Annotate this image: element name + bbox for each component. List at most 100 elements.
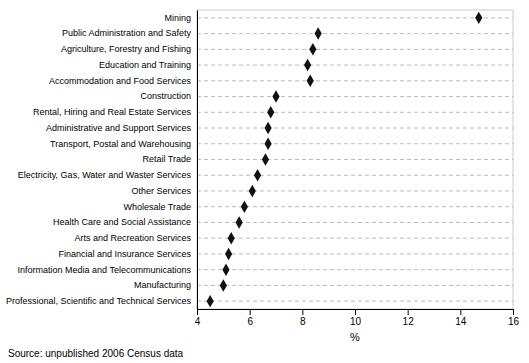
guide-line: [197, 190, 513, 191]
y-tick: Transport, Postal and Warehousing: [50, 139, 197, 149]
guide-line: [197, 80, 513, 81]
guide-line: [197, 96, 513, 97]
y-tick-label: Agriculture, Forestry and Fishing: [61, 44, 191, 54]
y-tick: Accommodation and Food Services: [49, 76, 197, 86]
y-tick-label: Financial and Insurance Services: [58, 249, 191, 259]
guide-line: [197, 17, 513, 18]
y-tick: Arts and Recreation Services: [74, 233, 197, 243]
dot: [307, 75, 314, 87]
y-tick-label: Wholesale Trade: [123, 202, 191, 212]
dot: [207, 295, 214, 307]
y-axis: Mining Public Administration and Safety Ag…: [6, 11, 197, 310]
dot: [220, 279, 227, 291]
guide-line: [197, 238, 513, 239]
y-tick: Professional, Scientific and Technical S…: [6, 296, 197, 306]
y-tick-label: Professional, Scientific and Technical S…: [6, 296, 191, 306]
guide-line: [197, 143, 513, 144]
dot: [228, 232, 235, 244]
dot: [241, 200, 248, 212]
dot: [475, 12, 482, 24]
dot: [309, 43, 316, 55]
x-tick-mark: [302, 309, 303, 315]
dot: [264, 138, 271, 150]
dot: [225, 248, 232, 260]
y-axis-line: [197, 11, 198, 310]
guide-line: [197, 269, 513, 270]
guide-line: [197, 301, 513, 302]
y-tick-label: Education and Training: [99, 60, 191, 70]
y-tick: Information Media and Telecommunications: [18, 265, 197, 275]
x-tick-label: 12: [403, 316, 415, 327]
x-axis-title: %: [350, 331, 360, 343]
y-tick: Public Administration and Safety: [62, 28, 197, 38]
dot: [254, 169, 261, 181]
y-tick: Construction: [140, 91, 197, 101]
x-tick-label: 4: [195, 316, 201, 327]
y-tick: Electricity, Gas, Water and Waster Servi…: [18, 170, 197, 180]
x-tick: 14: [455, 309, 467, 327]
x-axis-line: [198, 310, 514, 316]
guide-line: [197, 112, 513, 113]
dot: [264, 122, 271, 134]
dot: [249, 185, 256, 197]
x-tick: 4: [195, 309, 201, 327]
x-tick: 8: [300, 309, 306, 327]
x-tick: 12: [403, 309, 415, 327]
y-tick: Financial and Insurance Services: [58, 249, 197, 259]
dot: [304, 59, 311, 71]
y-tick-label: Electricity, Gas, Water and Waster Servi…: [18, 170, 192, 180]
y-tick-label: Retail Trade: [142, 154, 191, 164]
guide-line: [197, 253, 513, 254]
x-tick-mark: [408, 309, 409, 315]
dot: [315, 27, 322, 39]
y-tick: Agriculture, Forestry and Fishing: [61, 44, 197, 54]
y-tick-label: Information Media and Telecommunications: [18, 265, 192, 275]
dot: [236, 216, 243, 228]
y-tick-label: Rental, Hiring and Real Estate Services: [33, 107, 192, 117]
guide-line: [197, 285, 513, 286]
dot: [222, 263, 229, 275]
guide-line: [197, 33, 513, 34]
guide-line: [197, 222, 513, 223]
y-tick-label: Health Care and Social Assistance: [53, 217, 191, 227]
y-tick-label: Manufacturing: [134, 280, 191, 290]
y-tick: Manufacturing: [134, 280, 197, 290]
y-tick-label: Transport, Postal and Warehousing: [50, 139, 191, 149]
y-tick-label: Mining: [164, 13, 191, 23]
chart: 4 6 8 10 12 14 16 Mining Public Administration a…: [0, 0, 529, 363]
x-tick-mark: [250, 309, 251, 315]
x-tick-label: 10: [350, 316, 362, 327]
dot: [262, 153, 269, 165]
guide-line: [197, 159, 513, 160]
x-tick-label: 14: [455, 316, 467, 327]
y-tick-label: Accommodation and Food Services: [49, 76, 192, 86]
x-tick-mark: [513, 309, 514, 315]
y-tick: Rental, Hiring and Real Estate Services: [33, 107, 197, 117]
x-tick-label: 16: [508, 316, 520, 327]
y-tick-label: Arts and Recreation Services: [74, 233, 191, 243]
x-tick: 6: [247, 309, 253, 327]
x-tick-mark: [197, 309, 198, 315]
guide-line: [197, 65, 513, 66]
plot-frame: [197, 10, 513, 309]
y-tick: Retail Trade: [142, 154, 197, 164]
plot: 4 6 8 10 12 14 16 Mining Public Administration a…: [6, 10, 519, 343]
y-tick: Health Care and Social Assistance: [53, 217, 197, 227]
guide-line: [197, 175, 513, 176]
y-tick-label: Other Services: [131, 186, 191, 196]
y-tick: Mining: [164, 13, 197, 23]
dot: [267, 106, 274, 118]
dot: [272, 90, 279, 102]
y-tick: Wholesale Trade: [123, 202, 197, 212]
y-tick: Education and Training: [99, 60, 197, 70]
source-note: Source: unpublished 2006 Census data: [8, 348, 184, 359]
x-tick: 16: [508, 309, 520, 327]
x-tick-label: 8: [300, 316, 306, 327]
x-axis: 4 6 8 10 12 14 16: [195, 309, 520, 327]
guide-line: [197, 49, 513, 50]
y-tick: Other Services: [131, 186, 197, 196]
y-tick-label: Public Administration and Safety: [62, 28, 192, 38]
x-tick-label: 6: [247, 316, 253, 327]
y-tick-label: Administrative and Support Services: [46, 123, 192, 133]
x-tick: 10: [350, 309, 362, 327]
